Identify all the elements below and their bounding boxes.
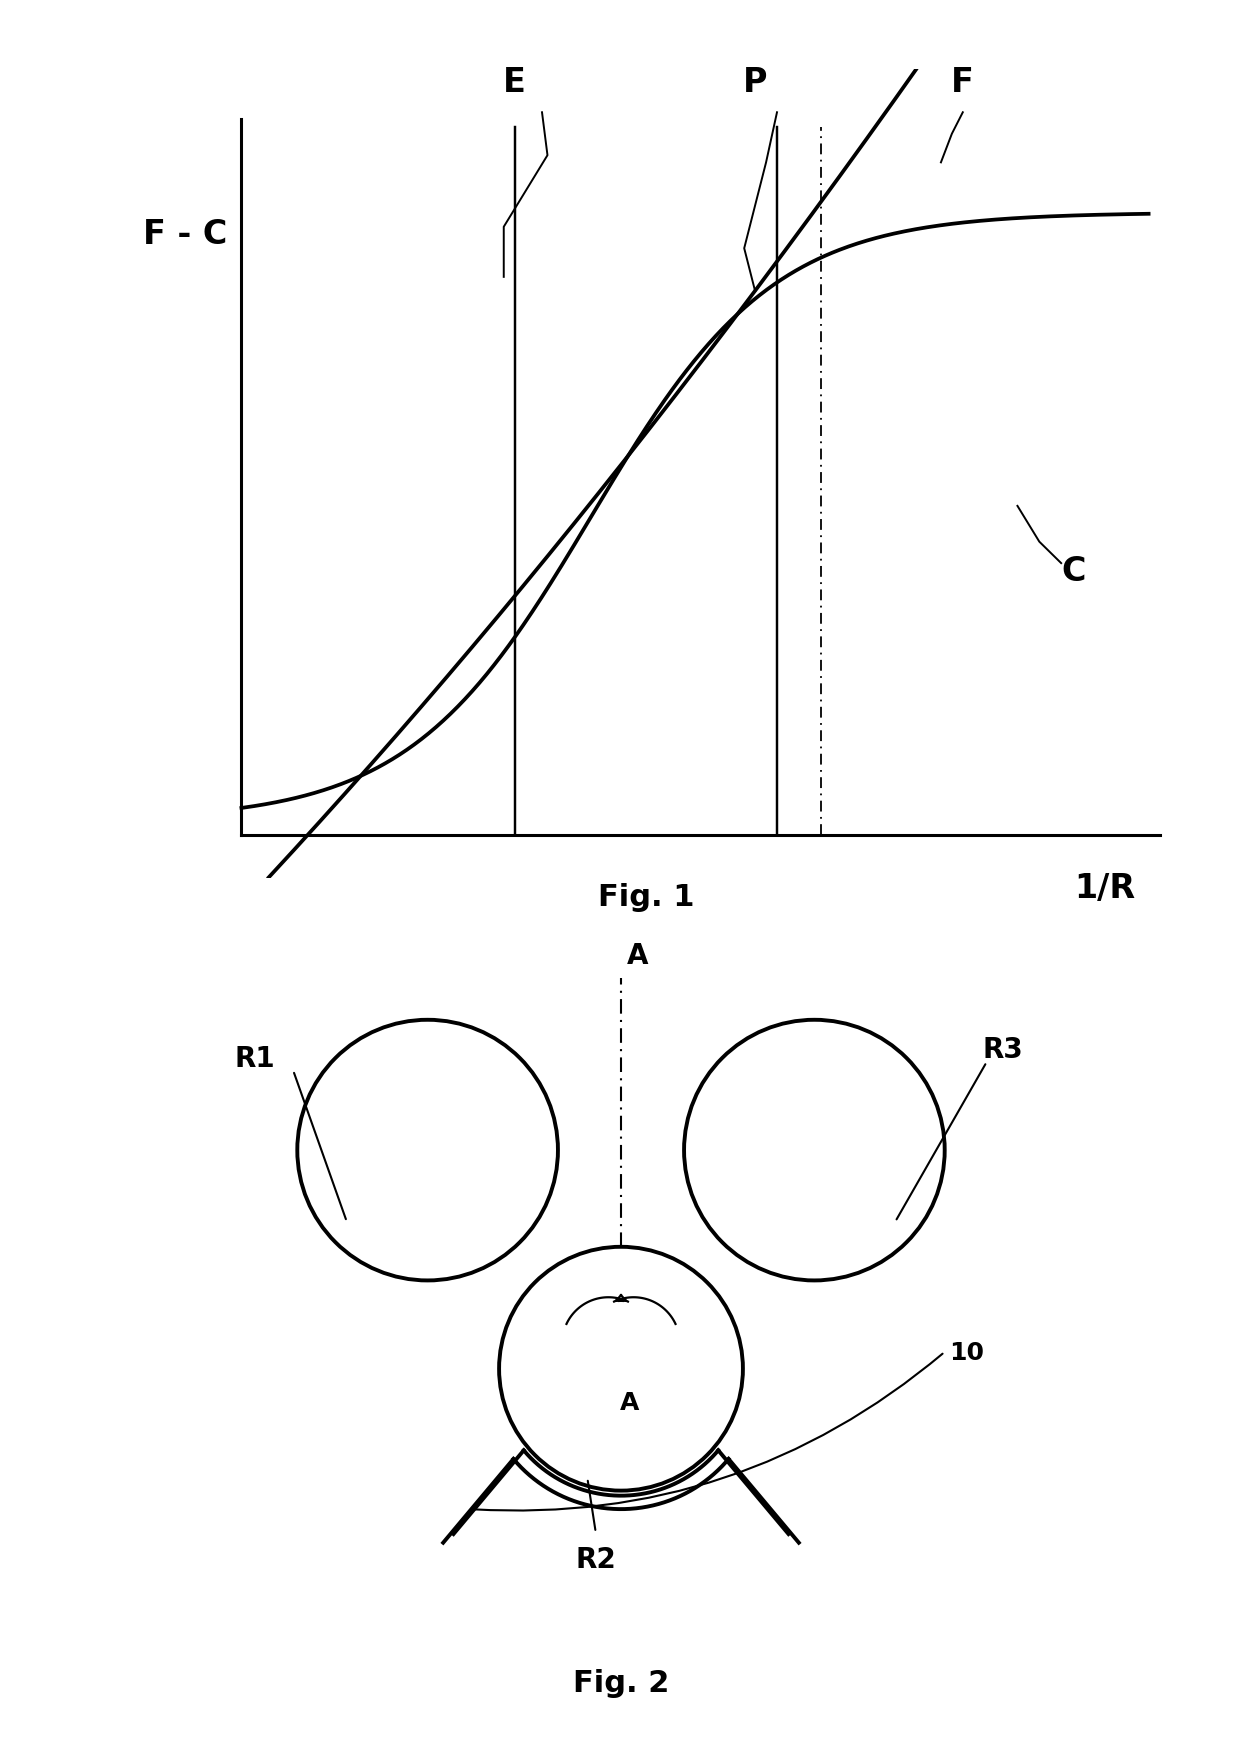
Text: 1/R: 1/R	[1074, 871, 1135, 905]
Text: R2: R2	[575, 1546, 616, 1573]
Text: E: E	[503, 67, 527, 98]
Text: R3: R3	[982, 1035, 1023, 1063]
Text: P: P	[743, 67, 768, 98]
Text: Fig. 1: Fig. 1	[597, 882, 694, 912]
Text: Fig. 2: Fig. 2	[573, 1667, 669, 1697]
Text: A: A	[620, 1390, 640, 1414]
Text: F - C: F - C	[143, 218, 227, 251]
Text: 10: 10	[949, 1341, 984, 1363]
Text: A: A	[627, 942, 648, 970]
Text: R1: R1	[235, 1044, 274, 1072]
Text: F: F	[951, 67, 974, 98]
Text: C: C	[1061, 555, 1086, 587]
